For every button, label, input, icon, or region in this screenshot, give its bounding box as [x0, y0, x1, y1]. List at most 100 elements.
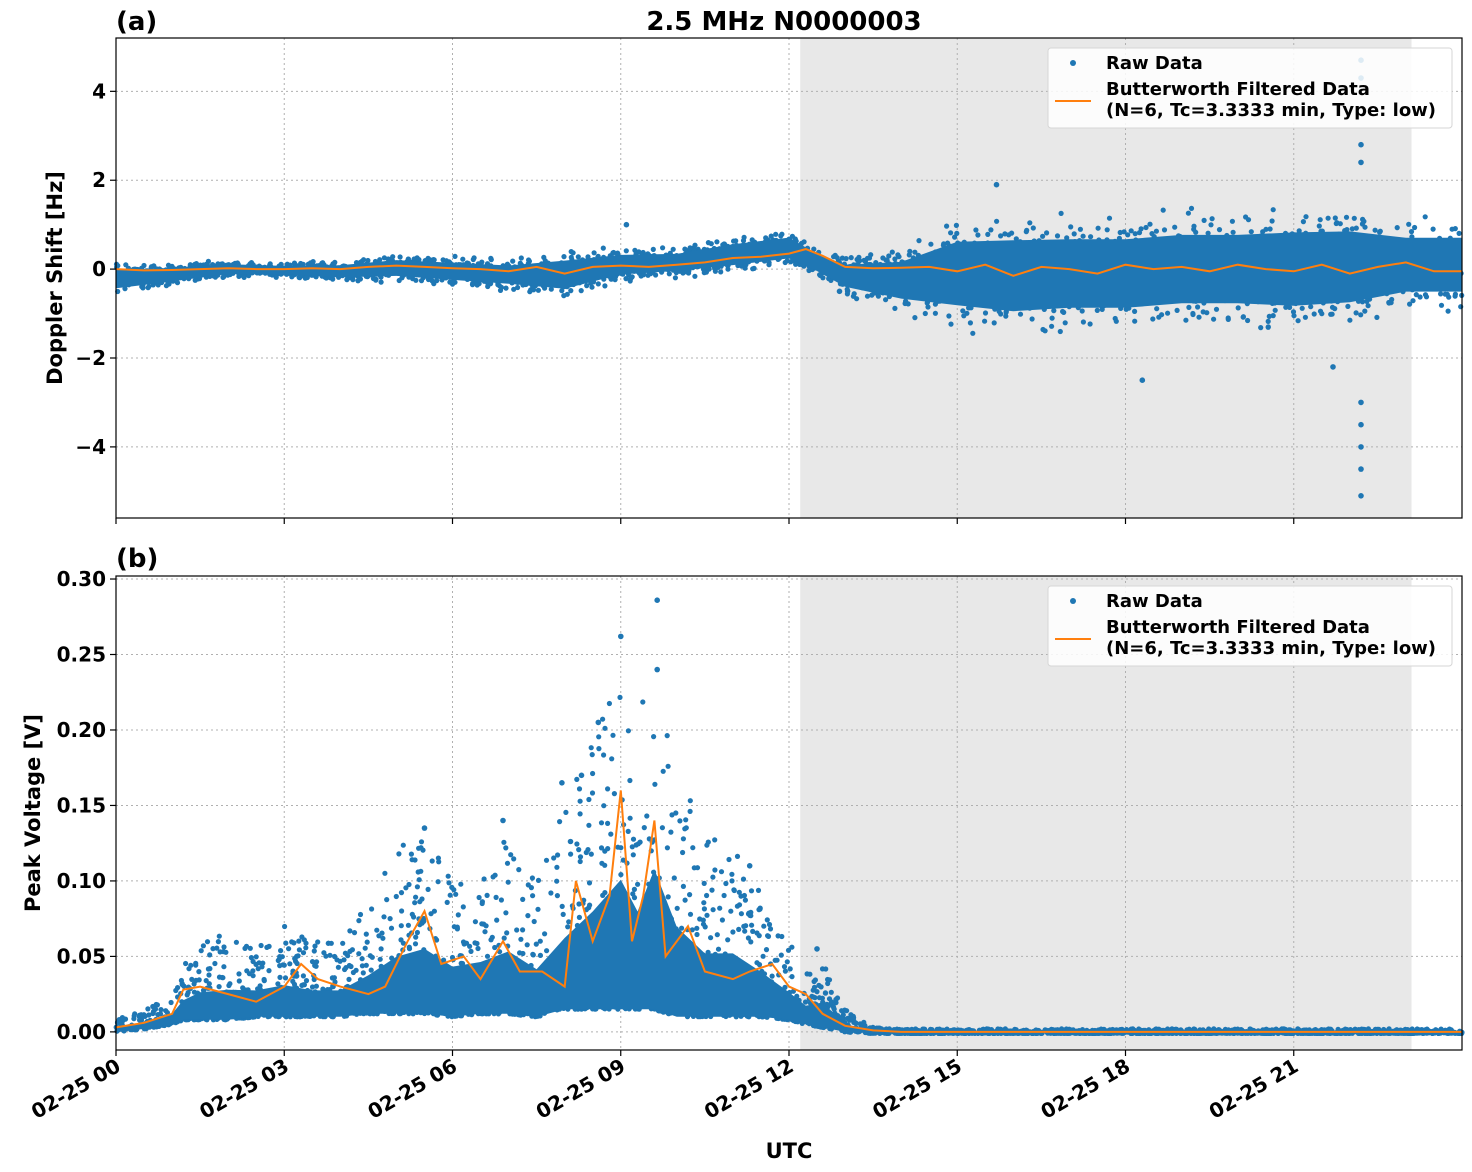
raw-data-point — [362, 945, 368, 951]
raw-data-point — [1095, 225, 1101, 231]
legend-filtered-label: Butterworth Filtered Data — [1106, 79, 1370, 100]
raw-data-point — [1240, 314, 1246, 320]
raw-data-outlier — [836, 288, 843, 295]
raw-data-outlier — [1358, 493, 1364, 499]
raw-data-point — [413, 934, 419, 940]
raw-data-point — [789, 233, 796, 239]
raw-data-point — [692, 273, 698, 279]
raw-data-point — [627, 777, 633, 784]
raw-data-point — [602, 725, 608, 731]
raw-data-point — [1049, 323, 1055, 329]
raw-data-point — [618, 872, 624, 878]
raw-data-point — [687, 798, 693, 804]
raw-data-point — [1088, 234, 1094, 240]
raw-data-point — [221, 274, 227, 280]
raw-data-point — [600, 716, 606, 722]
raw-data-point — [452, 253, 458, 259]
raw-data-point — [1272, 307, 1278, 313]
raw-data-point — [610, 732, 616, 738]
raw-data-point — [524, 942, 530, 948]
raw-data-point — [1290, 309, 1297, 315]
raw-data-point — [1345, 303, 1351, 309]
raw-data-point — [1332, 215, 1338, 221]
raw-data-point — [892, 305, 898, 311]
raw-data-point — [535, 287, 542, 293]
raw-data-point — [577, 858, 583, 865]
x-ticks — [115, 518, 1295, 524]
raw-data-point — [1374, 314, 1380, 320]
raw-data-point — [864, 293, 871, 299]
raw-data-point — [141, 262, 147, 269]
raw-data-point — [140, 285, 146, 291]
raw-data-point — [212, 960, 218, 967]
raw-data-point — [1160, 207, 1166, 213]
raw-data-point — [425, 886, 431, 893]
raw-data-point — [196, 969, 202, 975]
raw-data-point — [413, 277, 419, 283]
raw-data-point — [1040, 233, 1046, 239]
raw-data-point — [396, 277, 402, 284]
raw-data-point — [1117, 229, 1123, 236]
raw-data-point — [412, 857, 418, 863]
raw-data-point — [605, 820, 611, 827]
raw-data-point — [767, 926, 774, 932]
raw-data-point — [650, 246, 656, 252]
raw-data-point — [1121, 229, 1127, 235]
raw-data-point — [216, 984, 222, 990]
raw-data-point — [503, 910, 509, 916]
raw-data-point — [1343, 214, 1350, 220]
raw-data-point — [611, 791, 618, 797]
raw-data-point — [683, 817, 689, 823]
raw-data-point — [568, 288, 574, 294]
raw-data-point — [577, 854, 584, 860]
raw-data-point — [236, 978, 242, 984]
legend-raw-marker — [1070, 60, 1076, 66]
raw-data-point — [690, 845, 696, 851]
raw-data-point — [1159, 312, 1165, 318]
raw-data-point — [742, 928, 748, 934]
raw-data-point — [273, 274, 279, 280]
raw-data-point — [589, 752, 595, 758]
raw-data-point — [1316, 223, 1322, 229]
raw-data-point — [691, 865, 697, 871]
raw-data-outlier — [623, 221, 630, 228]
raw-data-point — [406, 944, 412, 950]
raw-data-point — [1445, 308, 1451, 314]
raw-data-point — [445, 873, 451, 879]
raw-data-point — [384, 897, 390, 903]
raw-data-point — [586, 880, 593, 886]
raw-data-point — [651, 734, 657, 740]
raw-data-point — [886, 253, 892, 259]
raw-data-point — [308, 260, 314, 266]
raw-data-point — [1193, 229, 1199, 235]
raw-data-point — [554, 864, 560, 870]
raw-data-point — [518, 255, 524, 261]
raw-data-point — [729, 871, 735, 877]
raw-data-point — [787, 966, 793, 972]
raw-data-point — [773, 231, 779, 237]
raw-data-point — [1186, 304, 1192, 310]
raw-data-point — [701, 270, 707, 276]
raw-data-point — [591, 250, 597, 256]
raw-data-point — [511, 286, 517, 292]
y-tick-label: −2 — [75, 346, 106, 370]
raw-data-point — [1406, 221, 1412, 227]
raw-data-point — [1270, 207, 1276, 213]
raw-data-point — [575, 254, 581, 260]
raw-data-point — [207, 952, 213, 958]
raw-data-point — [946, 313, 952, 319]
raw-data-point — [514, 927, 520, 933]
raw-data-point — [721, 892, 727, 899]
raw-data-point — [350, 277, 356, 283]
raw-data-point — [503, 285, 509, 291]
raw-data-point — [1128, 228, 1134, 234]
raw-data-point — [600, 245, 606, 251]
raw-data-point — [1080, 233, 1086, 239]
raw-data-point — [1188, 205, 1195, 211]
raw-data-point — [1027, 220, 1033, 226]
raw-data-point — [1230, 229, 1236, 235]
raw-data-point — [1154, 306, 1160, 312]
raw-data-point — [403, 885, 409, 891]
raw-data-point — [704, 892, 710, 899]
